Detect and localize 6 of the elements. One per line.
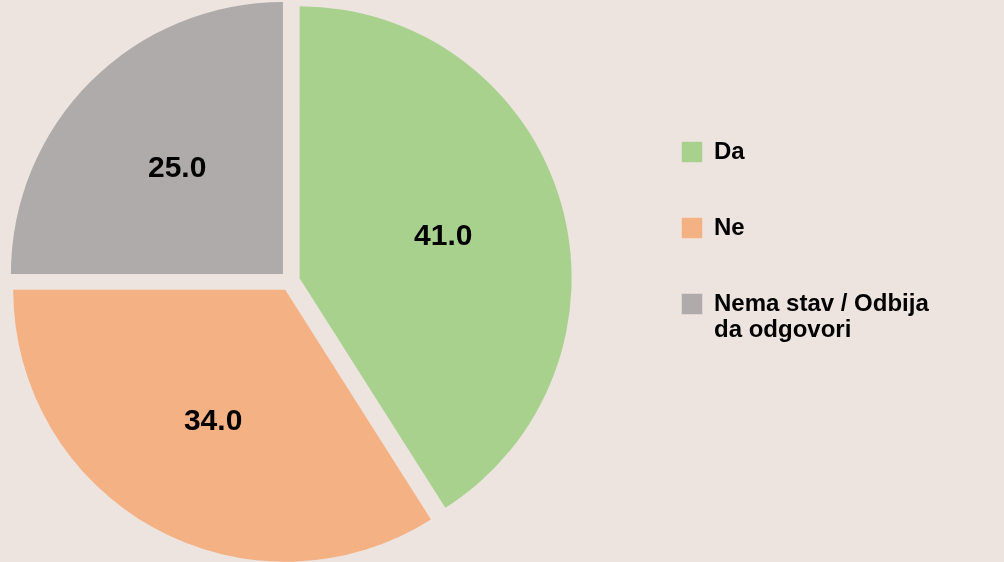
legend-label: Nema stav / Odbija da odgovori [714, 289, 930, 342]
legend-label: Ne [714, 213, 745, 240]
data-label: 41.0 [414, 218, 473, 252]
data-label: 34.0 [183, 402, 243, 436]
data-label: 25.0 [147, 150, 207, 184]
legend-label: Da [714, 137, 746, 164]
